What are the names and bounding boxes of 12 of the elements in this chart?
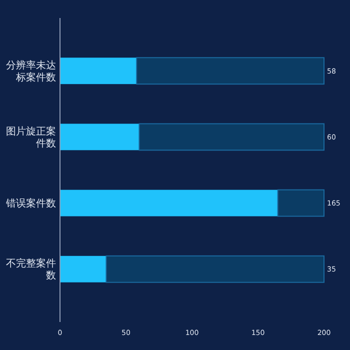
y-tick-label: 分辨率未达标案件数 [6,59,56,84]
bar [60,58,137,84]
y-tick-label: 不完整案件数 [6,258,56,282]
bar [136,57,324,85]
bar [60,124,140,150]
bar [60,256,106,282]
bar [60,190,278,216]
y-tick-label: 错误案件数 [5,198,56,210]
bar [138,123,324,151]
bar [277,189,324,217]
bar [106,255,324,283]
y-tick-label: 图片旋正案件数 [6,125,56,150]
